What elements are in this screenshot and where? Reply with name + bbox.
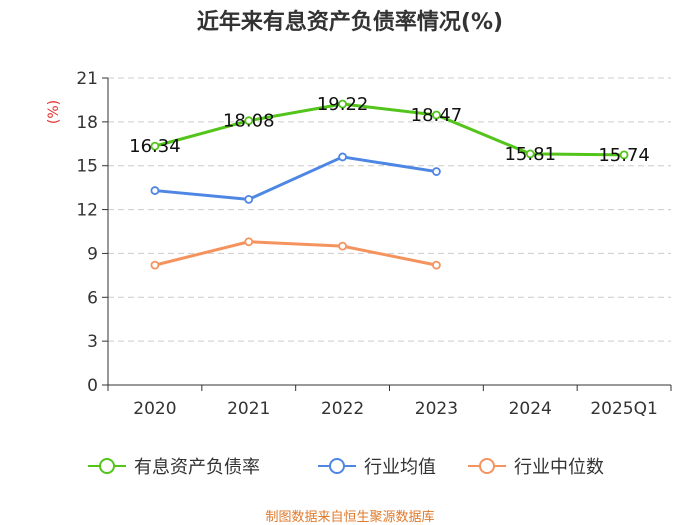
data-point bbox=[338, 99, 347, 109]
x-tick-label: 2023 bbox=[415, 399, 458, 419]
grid bbox=[108, 77, 671, 342]
data-point bbox=[244, 194, 254, 204]
y-axis-unit: (%) bbox=[46, 100, 62, 124]
y-tick-label: 18 bbox=[76, 113, 98, 133]
x-tick-label: 2022 bbox=[321, 399, 364, 419]
y-tick-label: 6 bbox=[87, 288, 98, 308]
series-line-1 bbox=[153, 155, 438, 201]
data-label: 18.47 bbox=[411, 105, 463, 126]
series-line-0 bbox=[153, 102, 626, 157]
legend-item-1[interactable]: 行业均值 bbox=[318, 457, 436, 478]
x-tick-label: 2021 bbox=[227, 399, 270, 419]
data-point bbox=[432, 167, 441, 176]
legend-marker-icon bbox=[479, 458, 495, 474]
y-tick-label: 9 bbox=[87, 244, 98, 264]
y-tick-label: 21 bbox=[76, 69, 98, 89]
legend-label: 有息资产负债率 bbox=[134, 457, 260, 478]
data-label: 15.81 bbox=[504, 144, 556, 165]
data-point bbox=[338, 241, 347, 251]
y-tick-label: 15 bbox=[76, 157, 98, 177]
data-label: 16.34 bbox=[129, 136, 181, 157]
legend-label: 行业中位数 bbox=[514, 457, 604, 478]
x-tick-label: 2025Q1 bbox=[590, 399, 657, 419]
legend-label: 行业均值 bbox=[364, 457, 436, 478]
legend-marker-icon bbox=[329, 458, 345, 474]
y-tick-label: 3 bbox=[87, 332, 98, 352]
data-label: 18.08 bbox=[223, 111, 275, 132]
data-label: 15.74 bbox=[598, 145, 650, 166]
data-point bbox=[150, 141, 160, 151]
chart-title: 近年来有息资产负债率情况(%) bbox=[197, 9, 503, 35]
data-point bbox=[432, 260, 441, 270]
data-point bbox=[150, 186, 160, 195]
series bbox=[150, 99, 629, 270]
x-tick-label: 2024 bbox=[509, 399, 552, 419]
axes: 0 3 6 9 12 15 18 21 2020 2021 2022 2023 2024 2025Q1 bbox=[76, 69, 672, 419]
series-line-2 bbox=[153, 240, 438, 267]
y-tick-label: 0 bbox=[87, 376, 98, 396]
data-label: 19.22 bbox=[317, 94, 369, 115]
data-point bbox=[150, 260, 160, 270]
data-point bbox=[244, 237, 254, 247]
x-tick-label: 2020 bbox=[133, 399, 176, 419]
data-point bbox=[432, 110, 441, 120]
data-point bbox=[619, 150, 629, 160]
y-tick-label: 12 bbox=[76, 201, 98, 221]
legend-item-0[interactable]: 有息资产负债率 bbox=[88, 457, 260, 478]
legend-item-2[interactable]: 行业中位数 bbox=[468, 457, 604, 478]
data-point bbox=[244, 116, 254, 126]
data-labels: 16.34 18.08 19.22 18.47 15.81 15.74 bbox=[129, 94, 650, 166]
source-note: 制图数据来自恒生聚源数据库 bbox=[265, 509, 434, 525]
data-point bbox=[525, 149, 535, 159]
legend-marker-icon bbox=[99, 458, 115, 474]
data-point bbox=[338, 152, 347, 162]
legend[interactable]: 有息资产负债率 行业均值 行业中位数 bbox=[88, 457, 604, 478]
